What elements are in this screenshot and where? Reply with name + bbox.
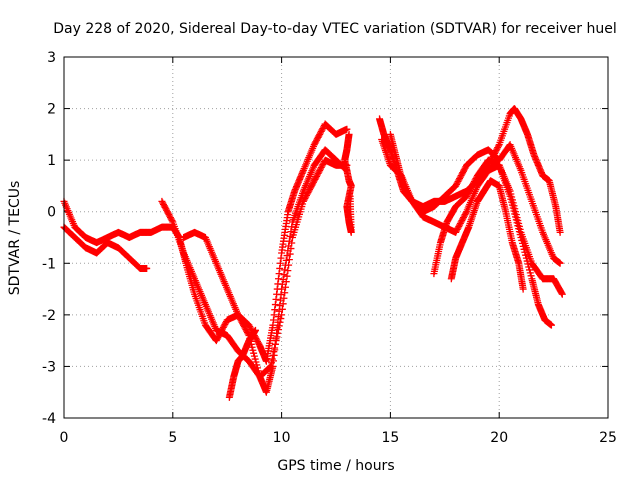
data-point xyxy=(268,355,276,363)
series-track-7 xyxy=(378,136,564,267)
y-tick-label: 0 xyxy=(47,205,56,221)
x-tick-label: 5 xyxy=(168,430,177,446)
data-point xyxy=(556,259,564,267)
data-point xyxy=(266,363,274,371)
x-tick-labels: 0 5 10 15 20 25 xyxy=(60,430,617,446)
series-track-3 xyxy=(180,146,351,396)
y-tick-label: -2 xyxy=(42,308,56,324)
series-track-4 xyxy=(158,156,351,381)
data-point xyxy=(271,340,279,348)
plot-frame xyxy=(63,56,609,419)
data-point xyxy=(278,305,286,313)
data-point xyxy=(274,329,282,337)
data-point xyxy=(281,283,289,291)
series-track-1 xyxy=(60,120,351,365)
data-point xyxy=(281,289,289,297)
data-point xyxy=(274,326,282,334)
data-point xyxy=(281,266,289,274)
x-tick-label: 25 xyxy=(599,430,617,446)
series-track-2 xyxy=(60,223,151,272)
series-track-10 xyxy=(447,177,527,293)
data-point xyxy=(286,250,294,258)
x-tick-label: 20 xyxy=(490,430,508,446)
data-point xyxy=(287,245,295,253)
x-axis-label: GPS time / hours xyxy=(277,458,394,474)
series-track-9 xyxy=(430,156,555,329)
y-axis-label: SDTVAR / TECUs xyxy=(7,181,23,296)
y-tick-label: -1 xyxy=(42,256,56,272)
x-tick-label: 15 xyxy=(381,430,399,446)
data-point xyxy=(271,344,279,352)
axis-ticks xyxy=(63,56,609,419)
data-points xyxy=(60,105,566,401)
data-point xyxy=(168,217,176,225)
data-point xyxy=(346,192,354,200)
data-point xyxy=(279,300,287,308)
data-point xyxy=(270,348,278,356)
data-point xyxy=(519,285,527,293)
data-point xyxy=(288,239,296,247)
y-tick-label: 3 xyxy=(47,50,56,66)
data-point xyxy=(280,271,288,279)
data-point xyxy=(280,294,288,302)
data-point xyxy=(275,322,283,330)
data-point xyxy=(284,267,292,275)
data-point xyxy=(285,261,293,269)
data-point xyxy=(283,252,291,260)
data-point xyxy=(269,351,277,359)
data-point xyxy=(282,278,290,286)
data-point xyxy=(143,264,151,272)
data-point xyxy=(556,228,564,236)
data-point xyxy=(547,321,555,329)
data-point xyxy=(267,362,275,370)
data-point xyxy=(494,142,502,150)
series-isolated-points xyxy=(341,130,355,236)
data-point xyxy=(278,311,286,319)
data-point xyxy=(273,333,281,341)
data-point xyxy=(265,364,273,372)
data-point xyxy=(558,290,566,298)
data-point xyxy=(276,318,284,326)
data-point xyxy=(283,272,291,280)
y-tick-label: -4 xyxy=(42,411,56,427)
data-point xyxy=(282,256,290,264)
chart-title: Day 228 of 2020, Sidereal Day-to-day VTE… xyxy=(53,21,616,37)
grid xyxy=(64,57,608,418)
data-point xyxy=(278,285,286,293)
data-point xyxy=(277,315,285,323)
x-tick-label: 10 xyxy=(273,430,291,446)
data-point xyxy=(267,359,275,367)
y-tick-label: 2 xyxy=(47,102,56,118)
series-track-5 xyxy=(225,326,259,401)
y-tick-label: 1 xyxy=(47,153,56,169)
data-point xyxy=(285,256,293,264)
data-point xyxy=(272,337,280,345)
data-point xyxy=(251,326,259,334)
y-tick-labels: -4 -3 -2 -1 0 1 2 3 xyxy=(42,50,56,427)
data-point xyxy=(343,125,351,133)
x-tick-label: 0 xyxy=(60,430,69,446)
data-point xyxy=(462,209,470,217)
y-tick-label: -3 xyxy=(42,359,56,375)
